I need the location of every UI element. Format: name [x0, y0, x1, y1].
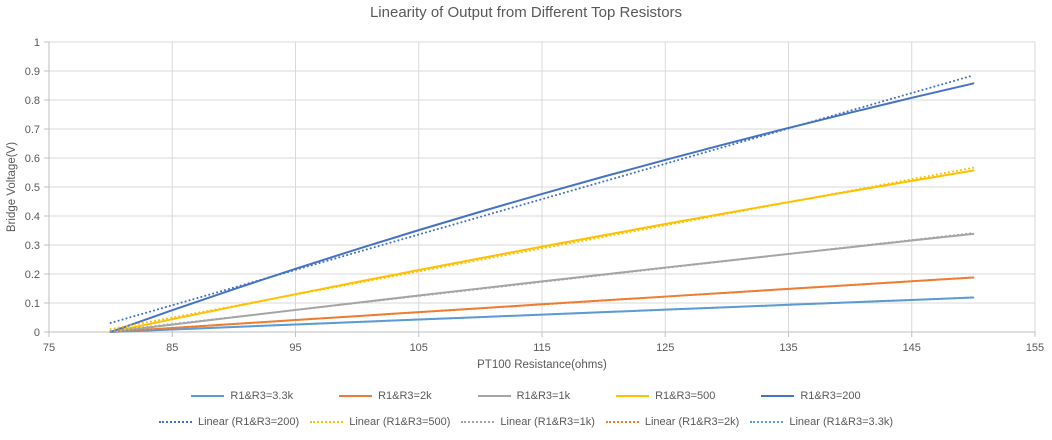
trendline-legend-marker [750, 421, 784, 423]
series-line-R1&R3=200 [109, 82, 975, 333]
x-tick-label: 145 [903, 342, 921, 354]
trendline-legend-marker [159, 421, 192, 423]
legend-item-series: R1&R3=200 [761, 390, 861, 402]
chart-title: Linearity of Output from Different Top R… [369, 4, 683, 21]
legend-item-trendline: Linear (R1&R3=200) [159, 416, 299, 428]
x-tick-label: 155 [1026, 342, 1044, 354]
y-axis-title: Bridge Voltage(V) [6, 141, 18, 233]
series-legend-marker [477, 395, 511, 397]
trendline-Linear (R1&R3=3.3k) [109, 296, 975, 333]
x-tick-label: 135 [779, 342, 797, 354]
trendline-legend-marker [461, 421, 495, 423]
y-tick-label: 0.6 [25, 153, 40, 165]
y-tick-label: 0.7 [25, 124, 40, 136]
y-tick-label: 0 [34, 327, 40, 339]
y-tick-label: 0.2 [25, 269, 40, 281]
y-tick-label: 1 [34, 37, 40, 49]
trendline-legend-marker [310, 421, 344, 423]
trendline-Linear (R1&R3=1k) [109, 231, 975, 333]
legend-item-series: R1&R3=500 [616, 390, 715, 402]
legend-item-series: R1&R3=3.3k [191, 390, 293, 402]
series-legend-marker [339, 395, 373, 397]
legend-item-series: R1&R3=1k [477, 390, 571, 402]
x-tick-label: 85 [166, 342, 178, 354]
legend-item-trendline: Linear (R1&R3=2k) [605, 416, 740, 428]
legend-row-series: R1&R3=3.3k R1&R3=2k R1&R3=1k R1&R3=500 R1&R3… [0, 390, 1052, 402]
series-line-R1&R3=500 [109, 169, 975, 333]
y-tick-label: 0.3 [25, 240, 40, 252]
legend-label: R1&R3=500 [655, 390, 716, 402]
y-tick-label: 0.1 [25, 298, 40, 310]
series-legend-marker [761, 395, 795, 397]
x-tick-label: 95 [289, 342, 301, 354]
y-tick-label: 0.9 [25, 66, 40, 78]
y-tick-label: 0.8 [25, 95, 40, 107]
legend-label: Linear (R1&R3=200) [198, 416, 300, 428]
legend-item-trendline: Linear (R1&R3=1k) [461, 416, 595, 428]
legend-label: R1&R3=1k [516, 390, 571, 402]
series-legend-marker [191, 395, 225, 397]
x-tick-label: 115 [533, 342, 551, 354]
trendline-Linear (R1&R3=2k) [109, 276, 975, 333]
legend-label: Linear (R1&R3=1k) [500, 416, 595, 428]
legend-row-trendlines: Linear (R1&R3=200) Linear (R1&R3=500) Line… [0, 416, 1052, 428]
legend-label: R1&R3=2k [378, 390, 432, 402]
legend-label: R1&R3=3.3k [230, 390, 294, 402]
trendline-Linear (R1&R3=500) [109, 166, 975, 331]
x-axis-title: PT100 Resistance(ohms) [477, 359, 607, 371]
x-tick-label: 75 [43, 342, 55, 354]
legend-item-series: R1&R3=2k [339, 390, 432, 402]
legend-item-trendline: Linear (R1&R3=3.3k) [750, 416, 893, 428]
trendline-legend-marker [605, 421, 639, 423]
x-tick-label: 105 [410, 342, 428, 354]
y-tick-label: 0.5 [25, 182, 40, 194]
x-tick-label: 125 [656, 342, 674, 354]
plot-area: 75 85 95 105 115 125 135 145 155 0 0.1 0.2 0.3 0.4 0.5… [25, 37, 1044, 354]
legend-item-trendline: Linear (R1&R3=500) [310, 416, 450, 428]
legend-label: Linear (R1&R3=2k) [644, 416, 740, 428]
legend-label: Linear (R1&R3=500) [349, 416, 451, 428]
series-legend-marker [616, 395, 650, 397]
legend-label: Linear (R1&R3=3.3k) [789, 416, 893, 428]
legend-label: R1&R3=200 [800, 390, 861, 402]
y-tick-label: 0.4 [25, 211, 40, 223]
